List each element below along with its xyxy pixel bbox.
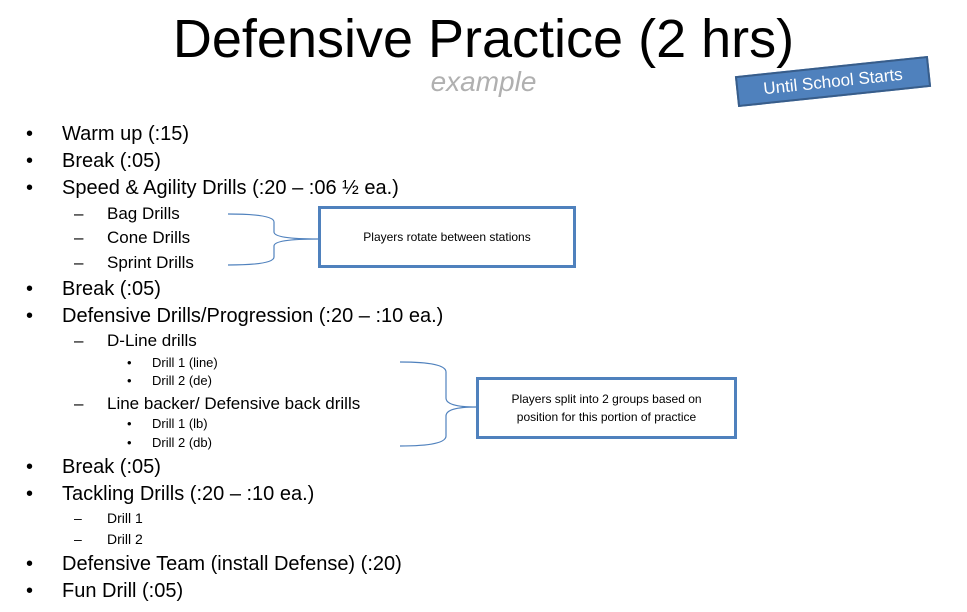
callout-text: Players split into 2 groups based on pos… bbox=[511, 392, 702, 424]
outline-item-level-3: Drill 2 (de) bbox=[152, 373, 212, 388]
outline-item-level-1: Defensive Team (install Defense) (:20) bbox=[62, 553, 402, 575]
outline-item-level-2: Drill 1 bbox=[107, 510, 143, 526]
brace-defensive-drills bbox=[399, 361, 477, 447]
slide-subtitle: example bbox=[430, 66, 537, 97]
outline-item-level-2: D-Line drills bbox=[107, 331, 197, 350]
bullet-marker: • bbox=[127, 373, 132, 388]
outline-item-level-1: Warm up (:15) bbox=[62, 123, 190, 145]
outline-item-level-3: Drill 1 (line) bbox=[152, 355, 218, 370]
bullet-marker: • bbox=[26, 150, 34, 172]
outline-item-level-2: Bag Drills bbox=[107, 204, 180, 223]
bullet-marker: • bbox=[26, 305, 34, 327]
callout-rotate-stations: Players rotate between stations bbox=[318, 206, 576, 268]
dash-marker: – bbox=[74, 228, 84, 247]
bullet-marker: • bbox=[127, 355, 132, 370]
dash-marker: – bbox=[74, 531, 82, 547]
dash-marker: – bbox=[74, 331, 84, 350]
outline-item-level-1: Tackling Drills (:20 – :10 ea.) bbox=[62, 483, 315, 505]
outline-item-level-3: Drill 1 (lb) bbox=[152, 416, 208, 431]
outline-item-level-1: Break (:05) bbox=[62, 278, 161, 300]
dash-marker: – bbox=[74, 510, 82, 526]
bullet-marker: • bbox=[26, 123, 34, 145]
dash-marker: – bbox=[74, 253, 84, 272]
bullet-marker: • bbox=[26, 456, 34, 478]
bullet-marker: • bbox=[26, 580, 34, 602]
dash-marker: – bbox=[74, 204, 84, 223]
callout-text: Players rotate between stations bbox=[363, 230, 531, 244]
outline-item-level-1: Speed & Agility Drills (:20 – :06 ½ ea.) bbox=[62, 177, 399, 199]
outline-item-level-2: Drill 2 bbox=[107, 531, 143, 547]
bullet-marker: • bbox=[26, 483, 34, 505]
outline-item-level-3: Drill 2 (db) bbox=[152, 435, 212, 450]
outline-item-level-2: Line backer/ Defensive back drills bbox=[107, 394, 361, 413]
bullet-marker: • bbox=[127, 416, 132, 431]
callout-split-groups: Players split into 2 groups based on pos… bbox=[476, 377, 737, 439]
outline-item-level-1: Defensive Drills/Progression (:20 – :10 … bbox=[62, 305, 444, 327]
outline-item-level-1: Break (:05) bbox=[62, 150, 161, 172]
bullet-marker: • bbox=[26, 177, 34, 199]
bullet-marker: • bbox=[26, 278, 34, 300]
outline-item-level-1: Break (:05) bbox=[62, 456, 161, 478]
outline-item-level-2: Cone Drills bbox=[107, 228, 191, 247]
outline-item-level-2: Sprint Drills bbox=[107, 253, 194, 272]
outline-item-level-1: Fun Drill (:05) bbox=[62, 580, 184, 602]
bullet-marker: • bbox=[26, 553, 34, 575]
brace-speed-drills bbox=[227, 213, 319, 266]
slide-title: Defensive Practice (2 hrs) bbox=[172, 9, 795, 69]
dash-marker: – bbox=[74, 394, 84, 413]
bullet-marker: • bbox=[127, 435, 132, 450]
